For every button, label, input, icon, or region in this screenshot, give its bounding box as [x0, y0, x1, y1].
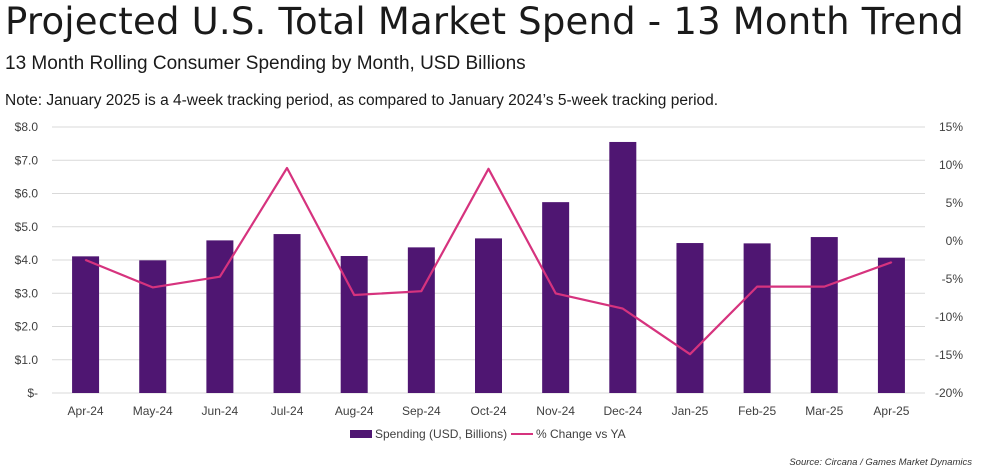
line-point [353, 294, 355, 296]
line-series [84, 166, 893, 356]
bar [475, 238, 502, 393]
y-left-tick-label: $6.0 [15, 187, 39, 201]
x-tick-label: Nov-24 [536, 404, 575, 418]
y-right-tick-label: -5% [942, 272, 964, 286]
legend-line-label: % Change vs YA [536, 427, 626, 441]
source-note: Source: Circana / Games Market Dynamics [789, 457, 972, 468]
y-right-tick-label: 5% [946, 196, 964, 210]
x-tick-label: Feb-25 [738, 404, 776, 418]
x-tick-label: Jul-24 [271, 404, 304, 418]
y-right-tick-label: -10% [935, 310, 963, 324]
y-left-tick-label: $4.0 [15, 253, 39, 267]
line-point [622, 307, 624, 310]
bars [72, 141, 905, 393]
y-left-tick-label: $7.0 [15, 153, 39, 167]
line-point [219, 275, 221, 278]
line-point [823, 285, 826, 288]
x-tick-label: Apr-24 [68, 404, 104, 418]
bar [609, 141, 637, 393]
bar [676, 243, 704, 393]
x-tick-label: Dec-24 [603, 404, 642, 418]
legend-bar-label: Spending (USD, Billions) [375, 427, 507, 441]
x-tick-label: Mar-25 [805, 404, 843, 418]
bar [743, 243, 771, 393]
line-point [84, 259, 87, 261]
x-tick-label: Jun-24 [202, 404, 239, 418]
y-right-tick-label: 15% [939, 120, 963, 134]
line-point [890, 261, 893, 264]
y-left-tick-label: $3.0 [15, 286, 39, 300]
x-tick-label: May-24 [133, 404, 173, 418]
y-right-tick-label: 0% [946, 234, 964, 248]
x-tick-label: Apr-25 [873, 404, 909, 418]
chart-note: Note: January 2025 is a 4-week tracking … [5, 92, 719, 109]
y-right-tick-label: -20% [935, 386, 963, 400]
y-right-tick-label: -15% [935, 348, 963, 362]
x-tick-label: Aug-24 [335, 404, 374, 418]
y-left-tick-label: $2.0 [15, 320, 39, 334]
bar [273, 234, 301, 393]
bar [877, 257, 905, 393]
bar [72, 256, 100, 393]
bar [206, 240, 234, 393]
x-tick-label: Jan-25 [672, 404, 709, 418]
right-axis-ticks: -20% -15% -10% -5% 0% 5% 10% 15% [935, 120, 963, 400]
y-left-tick-label: $1.0 [15, 353, 39, 367]
bar [407, 247, 435, 393]
chart-title: Projected U.S. Total Market Spend - 13 M… [5, 0, 964, 43]
left-axis-ticks: $- $1.0 $2.0 $3.0 $4.0 $5.0 $6.0 $7.0 $8.0 [15, 120, 39, 400]
x-axis-ticks: Apr-24 May-24 Jun-24 Jul-24 Aug-24 Sep-24 Oct-… [68, 404, 910, 418]
line-point [689, 353, 691, 356]
x-tick-label: Sep-24 [402, 404, 441, 418]
chart-subtitle: 13 Month Rolling Consumer Spending by Mo… [5, 53, 526, 74]
line-point [756, 285, 758, 288]
y-right-tick-label: 10% [939, 158, 963, 172]
line-point [420, 290, 423, 292]
legend-bar-swatch [350, 430, 372, 438]
line-point [554, 292, 557, 295]
bar [542, 202, 570, 393]
x-tick-label: Oct-24 [470, 404, 506, 418]
y-left-tick-label: $8.0 [15, 120, 39, 134]
bar [810, 237, 838, 393]
y-left-tick-label: $- [27, 386, 38, 400]
line-point [286, 167, 288, 169]
bar [139, 260, 167, 393]
legend: Spending (USD, Billions) % Change vs YA [350, 427, 626, 441]
y-left-tick-label: $5.0 [15, 220, 39, 234]
line-point [151, 286, 154, 289]
line-point [487, 168, 490, 170]
